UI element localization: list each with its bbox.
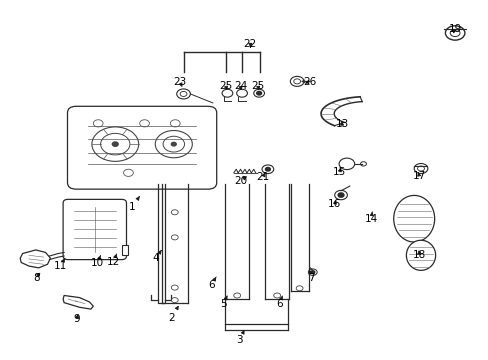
FancyBboxPatch shape — [67, 106, 216, 189]
Text: 11: 11 — [54, 258, 67, 271]
Text: 6: 6 — [207, 277, 216, 290]
Circle shape — [256, 91, 261, 95]
Text: 13: 13 — [335, 120, 348, 129]
Polygon shape — [63, 296, 93, 309]
Text: 25: 25 — [219, 81, 232, 91]
Text: 15: 15 — [332, 167, 346, 177]
Text: 6: 6 — [276, 296, 283, 309]
Text: 10: 10 — [90, 255, 103, 268]
Circle shape — [337, 193, 343, 197]
Polygon shape — [122, 245, 128, 255]
Text: 25: 25 — [251, 81, 264, 91]
Text: 23: 23 — [173, 77, 186, 87]
Text: 2: 2 — [168, 306, 178, 323]
Text: 5: 5 — [220, 296, 227, 309]
Text: 8: 8 — [33, 273, 40, 283]
Text: 3: 3 — [236, 331, 244, 345]
Text: 12: 12 — [107, 254, 120, 267]
Circle shape — [265, 167, 270, 171]
Circle shape — [310, 271, 314, 274]
Polygon shape — [406, 240, 435, 270]
Circle shape — [171, 142, 176, 146]
Circle shape — [112, 142, 118, 146]
Text: 1: 1 — [129, 197, 139, 212]
Text: 22: 22 — [243, 40, 257, 49]
Text: 7: 7 — [308, 270, 314, 283]
FancyBboxPatch shape — [63, 199, 126, 260]
Text: 16: 16 — [327, 199, 341, 210]
Polygon shape — [393, 195, 434, 242]
Text: 21: 21 — [256, 172, 269, 182]
Text: 14: 14 — [364, 212, 377, 224]
Polygon shape — [20, 250, 50, 268]
Text: 20: 20 — [234, 176, 246, 186]
Text: 19: 19 — [447, 24, 461, 34]
Text: 24: 24 — [233, 81, 247, 91]
Text: 26: 26 — [303, 77, 316, 87]
Text: 17: 17 — [411, 171, 425, 181]
Text: 18: 18 — [411, 249, 425, 260]
Text: 9: 9 — [73, 314, 80, 324]
Text: 4: 4 — [152, 250, 161, 263]
